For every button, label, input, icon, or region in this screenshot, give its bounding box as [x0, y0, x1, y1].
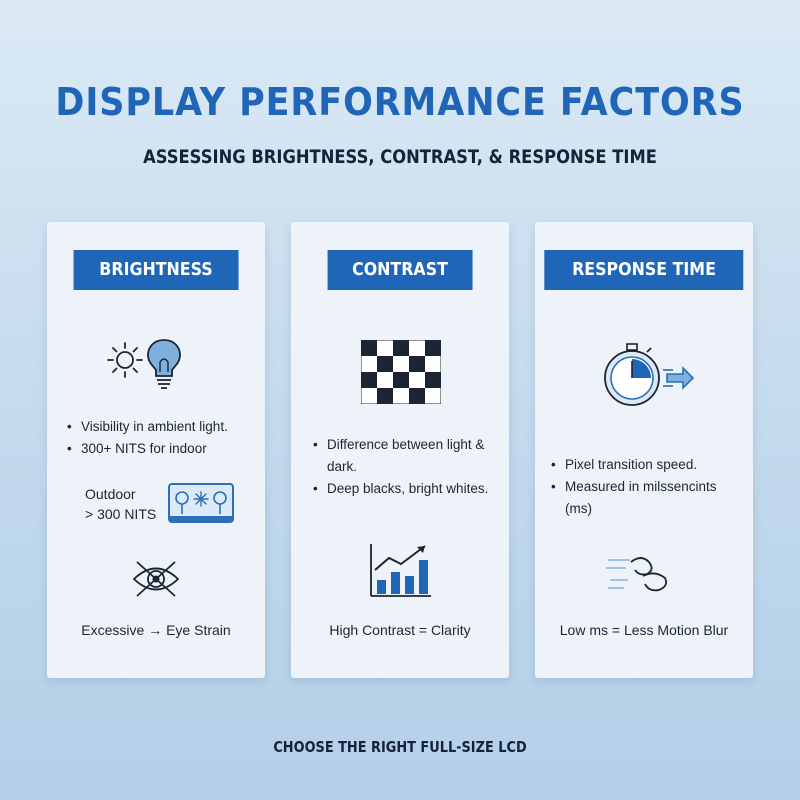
bullet-item: 300+ NITS for indoor	[67, 438, 257, 460]
brightness-bullets: Visibility in ambient light. 300+ NITS f…	[67, 416, 257, 460]
bar-chart-trend-icon	[370, 544, 431, 597]
sun-icon	[107, 342, 143, 378]
bullet-item: Deep blacks, bright whites.	[313, 478, 493, 500]
outdoor-screen-icon	[168, 483, 234, 523]
eye-strain-icon	[132, 561, 180, 597]
response-time-caption: Low ms = Less Motion Blur	[559, 622, 729, 638]
bullet-item: Measured in milssencints (ms)	[551, 476, 747, 520]
bullet-item: Visibility in ambient light.	[67, 416, 257, 438]
page-title: DISPLAY PERFORMANCE FACTORS	[55, 80, 745, 124]
checkerboard-icon	[361, 340, 441, 404]
bullet-item: Difference between light & dark.	[313, 434, 493, 478]
outdoor-label: Outdoor > 300 NITS	[85, 486, 157, 522]
bullet-item: Pixel transition speed.	[551, 454, 747, 476]
footer-tagline: CHOOSE THE RIGHT FULL-SIZE LCD	[273, 738, 527, 756]
contrast-badge: CONTRAST	[327, 250, 473, 290]
response-time-badge: RESPONSE TIME	[544, 250, 744, 290]
brightness-badge: BRIGHTNESS	[73, 250, 239, 290]
contrast-card: CONTRAST Difference between light & dark…	[291, 222, 509, 678]
page-subtitle: ASSESSING BRIGHTNESS, CONTRAST, & RESPON…	[143, 146, 657, 168]
response-time-card: RESPONSE TIME Pixel transition speed. Me…	[535, 222, 753, 678]
contrast-bullets: Difference between light & dark. Deep bl…	[313, 434, 493, 500]
stopwatch-icon	[604, 343, 695, 406]
brightness-card: BRIGHTNESS Visibility in ambient light. …	[47, 222, 265, 678]
brightness-caption: Excessive → Eye Strain	[81, 622, 231, 638]
response-time-bullets: Pixel transition speed. Measured in mils…	[551, 454, 747, 520]
contrast-caption: High Contrast = Clarity	[329, 622, 471, 638]
lightbulb-icon	[147, 339, 181, 389]
motion-blur-icon	[606, 557, 668, 592]
